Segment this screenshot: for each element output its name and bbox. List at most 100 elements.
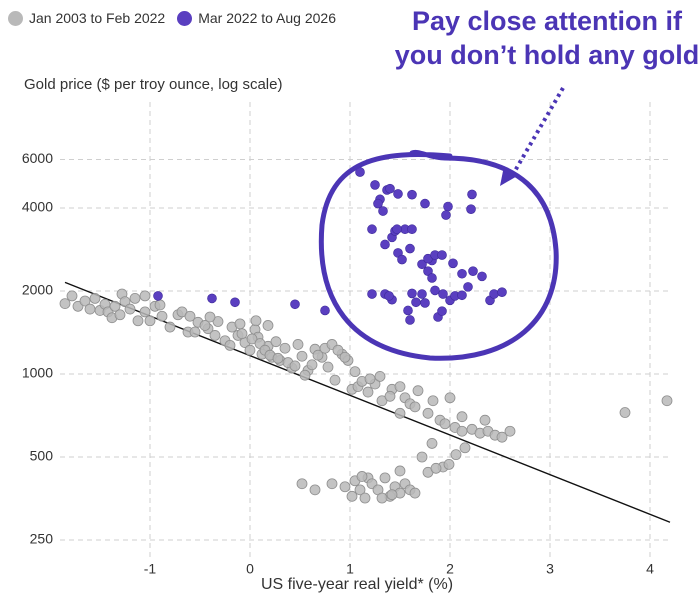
point-grey	[504, 425, 516, 437]
arrow-dotted-icon	[510, 86, 565, 178]
legend: Jan 2003 to Feb 2022 Mar 2022 to Aug 202…	[8, 10, 348, 26]
point-purple	[320, 305, 330, 316]
point-grey	[496, 431, 508, 443]
point-grey	[296, 478, 308, 490]
point-grey	[139, 306, 151, 318]
point-purple	[405, 315, 415, 325]
highlight-circle	[318, 149, 559, 361]
point-grey	[289, 360, 301, 372]
point-purple	[427, 273, 437, 283]
point-grey	[119, 296, 131, 308]
point-purple	[477, 271, 487, 282]
point-grey	[59, 298, 71, 310]
point-grey	[359, 492, 371, 504]
x-axis-label: US five-year real yield* (%)	[260, 576, 454, 593]
point-purple	[463, 282, 473, 292]
point-purple	[417, 259, 427, 270]
point-grey	[364, 373, 376, 385]
point-grey	[374, 371, 386, 382]
x-tick-label: 0	[246, 560, 254, 576]
point-grey	[661, 395, 673, 407]
point-grey	[132, 315, 144, 327]
x-tick-label: 1	[346, 560, 354, 576]
point-grey	[427, 395, 439, 407]
point-grey	[322, 361, 334, 373]
point-grey	[154, 299, 166, 311]
point-grey	[356, 471, 368, 482]
hand-drawn-circle	[318, 149, 559, 361]
point-grey	[409, 487, 421, 499]
y-tick-label: 4000	[22, 199, 53, 215]
point-purple	[230, 297, 240, 308]
point-purple	[457, 268, 467, 279]
point-grey	[394, 465, 406, 477]
point-purple	[367, 224, 377, 235]
legend-label: Mar 2022 to Aug 2026	[198, 10, 337, 26]
point-grey	[262, 320, 274, 331]
grid	[60, 102, 672, 560]
grey-dot-icon	[8, 10, 23, 26]
point-purple	[448, 258, 458, 269]
y-tick-label: 2000	[22, 282, 53, 298]
point-purple	[290, 299, 300, 310]
point-grey	[362, 386, 374, 398]
legend-label: Jan 2003 to Feb 2022	[29, 10, 166, 26]
point-grey	[156, 310, 168, 322]
point-purple	[367, 289, 377, 299]
point-grey	[326, 478, 338, 490]
point-purple	[467, 189, 477, 200]
point-purple	[207, 293, 217, 304]
point-grey	[189, 326, 201, 338]
point-purple	[430, 285, 440, 296]
point-grey	[376, 492, 388, 504]
point-grey	[394, 407, 406, 419]
point-purple	[417, 289, 427, 299]
point-grey	[184, 310, 196, 322]
point-grey	[384, 390, 396, 402]
point-grey	[296, 350, 308, 362]
y-tick-label: 1000	[22, 365, 53, 381]
point-grey	[430, 462, 442, 474]
axis-ticks: -1 0 1 2 3 4 6000 4000 2000 1000 500 250	[22, 150, 654, 576]
point-grey	[204, 311, 216, 323]
point-purple	[468, 266, 478, 276]
point-grey	[270, 336, 282, 348]
point-grey	[443, 459, 455, 470]
point-grey	[234, 318, 246, 330]
point-grey	[66, 290, 78, 302]
point-purple	[380, 239, 390, 250]
point-grey	[129, 293, 141, 304]
point-grey	[332, 344, 344, 356]
point-grey	[236, 328, 248, 340]
point-purple	[378, 206, 388, 216]
point-grey	[199, 320, 211, 331]
point-grey	[426, 438, 438, 449]
point-purple	[443, 201, 453, 212]
point-grey	[386, 489, 398, 501]
point-grey	[250, 315, 262, 327]
point-purple	[405, 243, 415, 254]
point-purple	[384, 291, 394, 301]
y-tick-label: 250	[30, 531, 54, 547]
point-grey	[309, 484, 321, 496]
point-purple	[407, 288, 417, 299]
point-grey	[114, 309, 126, 321]
point-grey	[212, 316, 224, 327]
annotation-text: Pay close attention if you don’t hold an…	[394, 6, 700, 70]
point-grey	[109, 300, 121, 312]
point-purple	[385, 183, 395, 194]
point-grey	[456, 425, 468, 437]
purple-dot-icon	[177, 10, 193, 26]
point-purple	[403, 305, 413, 316]
point-purple	[441, 210, 451, 220]
point-grey	[312, 349, 324, 361]
point-grey	[379, 472, 391, 484]
point-purple	[438, 289, 448, 299]
point-purple	[437, 250, 447, 260]
x-tick-label: 3	[546, 560, 554, 576]
point-grey	[279, 342, 291, 354]
point-grey	[450, 449, 462, 461]
point-grey	[244, 344, 256, 356]
